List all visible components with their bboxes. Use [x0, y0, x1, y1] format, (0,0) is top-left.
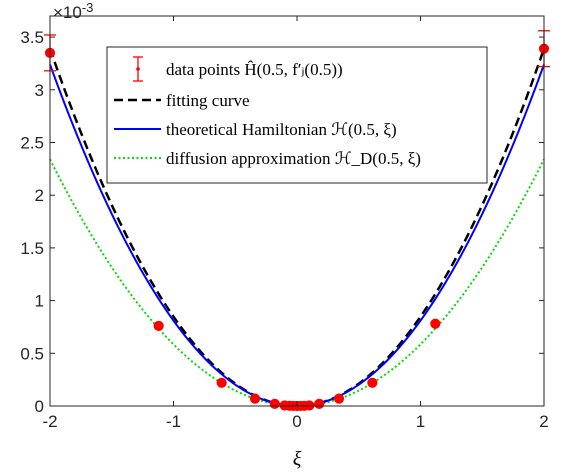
- x-tick-label: -2: [42, 412, 57, 431]
- data-point: [430, 318, 441, 329]
- legend-label: data points Ĥ(0.5, f′ⱼ(0.5)): [166, 60, 343, 79]
- legend-label: diffusion approximation ℋ_D(0.5, ξ): [166, 149, 421, 168]
- y-exponent-base: ×10: [53, 3, 82, 22]
- legend: data points Ĥ(0.5, f′ⱼ(0.5)) fitting curv…: [106, 46, 488, 184]
- data-point: [333, 393, 345, 404]
- legend-point-icon: [136, 67, 140, 71]
- axes-layer: -2 -1 0 1 2 0 0.5 1 1.5 2 2.5 3 3.5: [20, 15, 549, 431]
- y-tick-label: 1.5: [20, 239, 44, 258]
- y-tick-label: 1: [35, 292, 44, 311]
- y-tick-label: 2.5: [20, 133, 44, 152]
- y-exponent-label: ×10-3: [53, 0, 93, 22]
- legend-label: theoretical Hamiltonian ℋ(0.5, ξ): [166, 120, 397, 139]
- data-point: [314, 398, 325, 409]
- x-tick-label: 1: [416, 412, 425, 431]
- y-tick-label: 3.5: [20, 28, 44, 47]
- data-point: [153, 320, 164, 331]
- x-tick-label: 2: [539, 412, 548, 431]
- legend-label: fitting curve: [166, 91, 250, 110]
- data-point: [304, 400, 315, 411]
- y-tick-label: 0: [35, 397, 44, 416]
- x-axis-label: ξ: [293, 448, 302, 470]
- y-tick-label: 0.5: [20, 344, 44, 363]
- y-tick-label: 3: [35, 81, 44, 100]
- x-tick-label: -1: [166, 412, 181, 431]
- y-exponent-power: -3: [82, 0, 94, 15]
- data-point: [367, 377, 378, 388]
- x-tick-label: 0: [292, 412, 301, 431]
- y-tick-label: 2: [35, 186, 44, 205]
- legend-box: [106, 46, 488, 184]
- data-point: [249, 393, 261, 404]
- data-point: [269, 398, 280, 409]
- data-point: [216, 377, 227, 388]
